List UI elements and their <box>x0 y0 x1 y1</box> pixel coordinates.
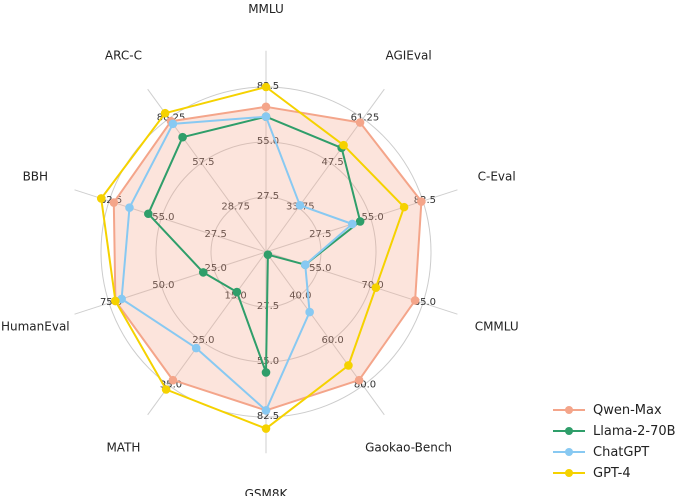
spoke-bbh <box>74 189 267 253</box>
axis-label-arc-c: ARC-C <box>105 48 142 62</box>
point-gpt-4-c-eval <box>399 202 409 212</box>
legend-label: Qwen-Max <box>593 402 662 418</box>
tick-label-gaokao-bench-2: 60.0 <box>322 335 344 346</box>
point-gpt-4-gsm8k <box>261 424 271 433</box>
legend: Qwen-Max Llama-2-70B ChatGPT GPT-4 <box>553 400 676 484</box>
point-llama-2-70b-humaneval <box>198 268 208 277</box>
legend-swatch-gpt-4 <box>553 466 585 480</box>
point-llama-2-70b-math <box>232 287 242 297</box>
point-chatgpt-bbh <box>125 203 134 212</box>
tick-label-gsm8k-3: 82.5 <box>257 411 279 422</box>
series-polygons <box>96 82 426 433</box>
point-chatgpt-agieval <box>295 200 305 210</box>
point-qwen-max-cmmlu <box>410 296 420 305</box>
tick-label-math-3: 35.0 <box>160 379 182 390</box>
legend-label: Llama-2-70B <box>593 423 676 439</box>
point-gpt-4-agieval <box>339 140 348 150</box>
tick-label-c-eval-2: 55.0 <box>361 212 383 223</box>
spoke-gaokao-bench <box>265 251 385 416</box>
legend-item-gpt-4: GPT-4 <box>553 463 676 483</box>
point-llama-2-70b-arc-c <box>178 132 187 142</box>
point-chatgpt-c-eval <box>348 219 357 229</box>
tick-label-arc-c-2: 57.5 <box>192 157 214 168</box>
point-gpt-4-arc-c <box>160 108 170 118</box>
legend-label: GPT-4 <box>593 465 631 481</box>
point-chatgpt-arc-c <box>168 119 178 129</box>
point-gpt-4-bbh <box>96 194 106 203</box>
legend-item-chatgpt: ChatGPT <box>553 442 676 462</box>
spoke-humaneval <box>74 251 267 315</box>
legend-swatch-qwen-max <box>553 403 585 417</box>
point-gpt-4-cmmlu <box>371 283 381 292</box>
point-qwen-max-math <box>168 375 178 385</box>
axis-label-gaokao-bench: Gaokao-Bench <box>365 441 452 455</box>
point-chatgpt-gaokao-bench <box>305 307 314 317</box>
point-chatgpt-gsm8k <box>261 406 271 415</box>
legend-label: ChatGPT <box>593 444 650 460</box>
tick-label-mmlu-1: 27.5 <box>257 191 279 202</box>
tick-label-gsm8k-2: 55.0 <box>257 356 279 367</box>
axis-label-c-eval: C-Eval <box>478 170 516 184</box>
axis-label-math: MATH <box>106 441 140 455</box>
legend-swatch-chatgpt <box>553 445 585 459</box>
tick-label-agieval-2: 47.5 <box>322 157 344 168</box>
point-llama-2-70b-gaokao-bench <box>263 250 273 259</box>
tick-label-bbh-1: 27.5 <box>205 229 227 240</box>
point-qwen-max-c-eval <box>417 197 426 206</box>
axis-label-cmmlu: CMMLU <box>475 319 519 333</box>
axis-labels: MMLU AGIEval C-Eval CMMLU Gaokao-Bench GSM8K M… <box>1 2 519 496</box>
point-gpt-4-math <box>161 385 171 394</box>
point-gpt-4-gaokao-bench <box>344 361 353 370</box>
point-llama-2-70b-bbh <box>144 209 153 219</box>
tick-label-c-eval-1: 27.5 <box>309 229 331 240</box>
legend-item-llama-2-70b: Llama-2-70B <box>553 421 676 441</box>
point-llama-2-70b-c-eval <box>355 217 365 226</box>
tick-label-cmmlu-3: 85.0 <box>414 297 436 308</box>
point-chatgpt-math <box>191 343 201 353</box>
point-llama-2-70b-gsm8k <box>261 368 271 377</box>
point-chatgpt-cmmlu <box>300 260 310 270</box>
tick-label-cmmlu-1: 55.0 <box>309 263 331 274</box>
point-qwen-max-mmlu <box>261 102 271 112</box>
tick-label-math-2: 25.0 <box>192 335 214 346</box>
axis-label-gsm8k: GSM8K <box>245 487 289 496</box>
point-gpt-4-humaneval <box>111 296 120 306</box>
tick-label-gaokao-bench-1: 40.0 <box>289 290 311 301</box>
tick-label-bbh-2: 55.0 <box>152 212 174 223</box>
point-gpt-4-mmlu <box>261 82 271 92</box>
legend-swatch-llama-2-70b <box>553 424 585 438</box>
tick-label-mmlu-2: 55.0 <box>257 136 279 147</box>
point-qwen-max-gaokao-bench <box>354 375 364 385</box>
spoke-agieval <box>265 88 385 253</box>
point-chatgpt-mmlu <box>261 112 271 121</box>
axis-label-humaneval: HumanEval <box>1 319 70 333</box>
axis-label-bbh: BBH <box>23 170 49 184</box>
tick-label-arc-c-1: 28.75 <box>221 202 250 213</box>
legend-item-qwen-max: Qwen-Max <box>553 400 676 420</box>
tick-label-humaneval-3: 75.0 <box>100 297 122 308</box>
tick-label-agieval-3: 61.25 <box>351 113 380 124</box>
axis-label-mmlu: MMLU <box>248 2 284 16</box>
tick-label-humaneval-2: 50.0 <box>152 280 174 291</box>
point-qwen-max-bbh <box>109 198 119 207</box>
tick-label-gaokao-bench-3: 80.0 <box>354 379 376 390</box>
axis-label-agieval: AGIEval <box>385 48 431 62</box>
tick-label-humaneval-1: 25.0 <box>205 263 227 274</box>
point-qwen-max-agieval <box>355 118 365 127</box>
